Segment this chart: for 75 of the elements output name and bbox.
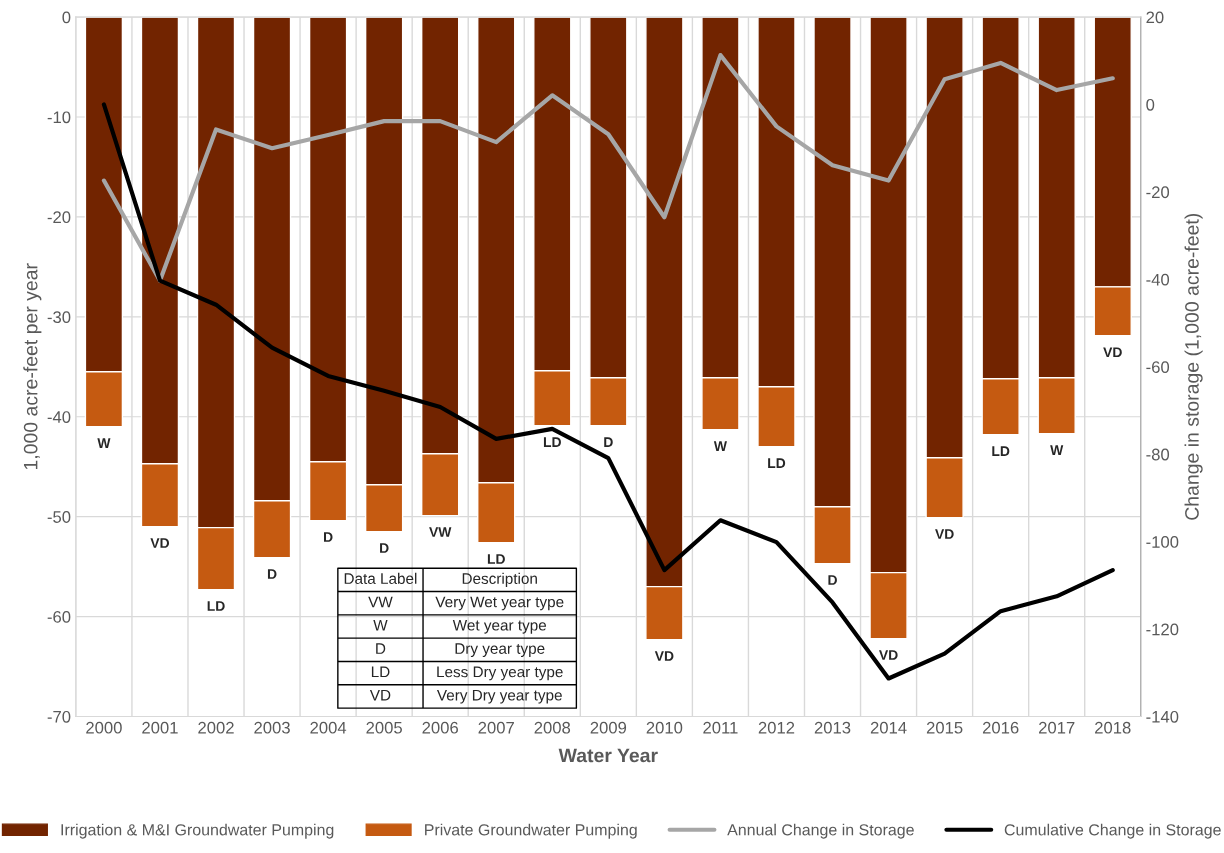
data-label: VD <box>654 651 674 661</box>
x-tick-label: 2015 <box>926 721 963 734</box>
x-tick-label: 2006 <box>422 721 458 734</box>
y-axis-title: 1,000 acre-feet per year <box>23 263 42 470</box>
annotation: Dry year type <box>455 643 545 657</box>
x-tick-label: 2001 <box>142 721 178 734</box>
annotation: D <box>376 643 386 654</box>
legend-label: Private Groundwater Pumping <box>425 823 637 839</box>
annotation: Wet year type <box>452 619 547 634</box>
x-tick-label: 2018 <box>1095 721 1131 734</box>
data-label: W <box>97 438 111 448</box>
data-label: LD <box>768 458 786 468</box>
x-tick-label: 2005 <box>366 721 402 734</box>
data-label: W <box>1050 445 1064 455</box>
data-label: LD <box>207 601 225 611</box>
data-label: W <box>713 441 727 451</box>
y-tick-label: -20 <box>47 211 71 224</box>
y-tick-label: -60 <box>47 611 71 623</box>
x-tick-label: 2002 <box>198 721 234 734</box>
x-tick-label: 2003 <box>254 721 290 734</box>
annotation: Very Wet year type <box>435 596 564 611</box>
y2-tick-label: 0 <box>1146 98 1155 111</box>
y-tick-label: -70 <box>47 710 71 723</box>
y2-tick-label: -40 <box>1146 273 1170 286</box>
x-tick-label: 2008 <box>534 721 571 734</box>
data-label: D <box>604 437 613 447</box>
x-tick-label: 2010 <box>646 721 683 734</box>
x-axis-title: Water Year <box>558 748 658 763</box>
annotation: Very Dry year type <box>436 689 562 704</box>
legend-label: Cumulative Change in Storage <box>1004 823 1221 839</box>
y-tick-label: 0 <box>62 11 71 24</box>
y2-tick-label: -140 <box>1146 710 1179 723</box>
annotation: Data Label <box>344 572 417 584</box>
data-label: LD <box>992 446 1010 456</box>
data-label: LD <box>487 554 505 564</box>
x-tick-label: 2012 <box>758 721 795 734</box>
line-series <box>101 53 1115 283</box>
data-label: LD <box>543 437 561 447</box>
annotation: Less Dry year type <box>437 666 563 681</box>
data-label: D <box>267 569 277 579</box>
data-label: VD <box>879 650 898 660</box>
y-tick-label: -40 <box>47 411 71 423</box>
data-label: D <box>324 532 333 542</box>
x-tick-label: 2007 <box>478 721 514 734</box>
y2-tick-label: 20 <box>1146 11 1164 24</box>
data-label: VD <box>1103 347 1122 357</box>
y2-tick-label: -80 <box>1146 448 1170 461</box>
x-tick-label: 2011 <box>703 721 738 734</box>
x-tick-label: 2009 <box>590 721 627 734</box>
y2-axis-title: Change in storage (1,000 acre-feet) <box>1184 213 1203 520</box>
annotation: W <box>373 619 388 631</box>
legend-label: Annual Change in Storage <box>727 823 914 839</box>
x-tick-label: 2014 <box>870 721 907 734</box>
y2-tick-label: -60 <box>1146 361 1170 373</box>
y2-tick-label: -20 <box>1146 186 1170 199</box>
annotation: VW <box>368 596 393 608</box>
data-label: D <box>380 543 389 553</box>
x-tick-label: 2013 <box>814 721 851 734</box>
legend-label: Irrigation & M&I Groundwater Pumping <box>61 823 334 839</box>
y-tick-label: -50 <box>47 511 71 523</box>
y-tick-label: -30 <box>47 311 71 324</box>
annotation: Description <box>462 572 537 588</box>
annotation: LD <box>371 666 390 678</box>
x-tick-label: 2000 <box>86 721 122 734</box>
data-label: VD <box>935 529 954 539</box>
y2-tick-label: -120 <box>1146 623 1179 636</box>
data-label: D <box>828 575 837 585</box>
annotation: VD <box>369 689 391 701</box>
data-label: VW <box>429 527 452 537</box>
y-tick-label: -10 <box>47 111 71 124</box>
x-tick-label: 2016 <box>982 721 1019 734</box>
x-tick-label: 2017 <box>1039 721 1075 734</box>
y2-tick-label: -100 <box>1146 536 1179 548</box>
data-label: VD <box>150 538 170 548</box>
x-tick-label: 2004 <box>310 721 347 734</box>
